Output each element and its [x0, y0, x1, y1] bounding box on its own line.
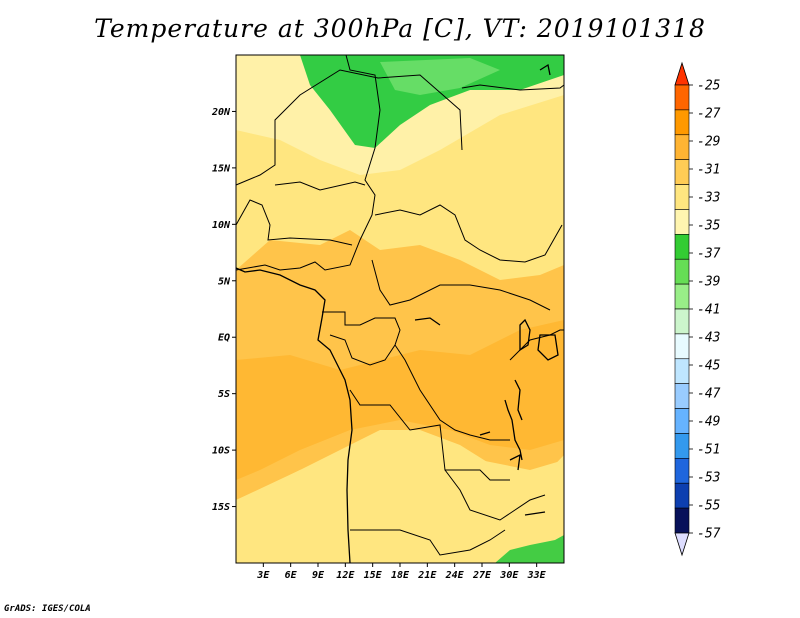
field-green-south-region: [495, 535, 564, 563]
colorbar-label: -49: [697, 415, 720, 430]
border-line: [235, 54, 381, 271]
colorbar-label: -37: [697, 247, 721, 262]
border-line: [322, 311, 401, 366]
field-lightgreen-north-region: [380, 58, 500, 95]
colorbar: -25 -27 -29 -31 -33 -35 -37 -39 -41 -43 -45 -47 -49 -…: [674, 61, 721, 557]
colorbar-segment: [674, 408, 690, 434]
colorbar-segment: [674, 358, 690, 384]
border-line: [371, 259, 551, 311]
colorbar-label: -47: [697, 387, 721, 402]
border-line: [444, 469, 546, 521]
colorbar-label: -43: [697, 331, 720, 346]
border-line: [235, 69, 463, 186]
lon-tick-label: 12E: [336, 570, 355, 581]
colorbar-label: -39: [697, 275, 720, 290]
colorbar-label: -25: [697, 79, 721, 94]
lon-tick-label: 18E: [391, 570, 410, 581]
chart-title: Temperature at 300hPa [C], VT: 201910131…: [94, 14, 706, 43]
colorbar-segment: [674, 458, 690, 484]
colorbar-segment: [674, 433, 690, 459]
border-line: [461, 84, 565, 91]
lon-tick-label: 9E: [312, 570, 325, 581]
colorbar-segment: [674, 383, 690, 409]
colorbar-label: -55: [697, 499, 721, 514]
lat-tick-label: 5S: [218, 389, 230, 400]
colorbar-label: -57: [697, 527, 721, 542]
coastline: [514, 379, 523, 421]
border-line: [350, 529, 506, 556]
colorbar-segment: [674, 234, 690, 260]
colorbar-segment: [674, 507, 690, 534]
colorbar-label: -51: [697, 443, 720, 458]
lon-tick-label: 27E: [472, 570, 492, 581]
colorbar-label: -35: [697, 219, 721, 234]
border-line: [235, 199, 353, 246]
colorbar-label: -53: [697, 471, 720, 486]
lat-tick-label: 5N: [218, 276, 231, 287]
field-deep-orange-region: [236, 320, 564, 480]
lat-tick-label: 15N: [212, 163, 231, 174]
temperature-field: [236, 55, 564, 563]
coastline: [504, 399, 523, 461]
border-line: [394, 344, 510, 441]
lon-tick-label: 30E: [499, 570, 519, 581]
colorbar-segment: [674, 84, 690, 111]
coastline: [524, 511, 546, 516]
lat-tick-label: 15S: [212, 502, 230, 513]
colorbar-segment: [674, 109, 690, 136]
lon-tick-label: 21E: [417, 570, 437, 581]
colorbar-top-arrow: [674, 61, 690, 86]
colorbar-segment: [674, 308, 690, 335]
colorbar-segment: [674, 134, 690, 160]
coastline: [414, 317, 441, 326]
colorbar-segment: [674, 258, 690, 285]
lon-tick-label: 6E: [285, 570, 298, 581]
field-yellow-south-region: [236, 450, 564, 563]
colorbar-bottom-arrow: [674, 532, 690, 557]
lat-tick-label: 20N: [211, 107, 231, 118]
lon-tick-label: 15E: [364, 570, 383, 581]
latitude-axis: 20N 15N 10N 5N EQ 5S 10S 15S: [211, 107, 236, 513]
lon-tick-label: 3E: [256, 570, 270, 581]
coastline: [537, 334, 559, 361]
colorbar-label: -41: [697, 303, 720, 318]
border-line: [349, 389, 510, 481]
colorbar-segment: [674, 482, 690, 509]
lat-tick-label: 10S: [212, 446, 230, 457]
coastline: [479, 431, 491, 436]
field-green-north-region: [300, 55, 564, 148]
colorbar-label: -33: [697, 191, 720, 206]
coastline: [519, 318, 531, 352]
colorbar-segment: [674, 283, 690, 310]
colorbar-segment: [674, 209, 690, 235]
lon-tick-label: 33E: [527, 570, 547, 581]
border-line: [374, 204, 563, 263]
longitude-axis: 3E 6E 9E 12E 15E 18E 21E 24E 27E 30E 33E: [256, 563, 547, 581]
colorbar-segment: [674, 333, 690, 360]
lat-tick-label: EQ: [218, 333, 230, 344]
colorbar-label: -27: [697, 107, 721, 122]
lon-tick-label: 24E: [445, 570, 465, 581]
border-line: [274, 181, 366, 191]
lat-tick-label: 10N: [212, 220, 231, 231]
coastline: [539, 63, 551, 76]
colorbar-segment: [674, 159, 690, 185]
colorbar-label: -45: [697, 359, 721, 374]
country-borders: [235, 54, 565, 556]
coastlines: [235, 63, 559, 564]
colorbar-label: -29: [697, 135, 720, 150]
coastline: [235, 267, 353, 564]
colorbar-label: -31: [697, 163, 720, 178]
colorbar-segment: [674, 184, 690, 210]
coastline: [509, 453, 521, 471]
credit-text: GrADS: IGES/COLA: [4, 604, 91, 614]
